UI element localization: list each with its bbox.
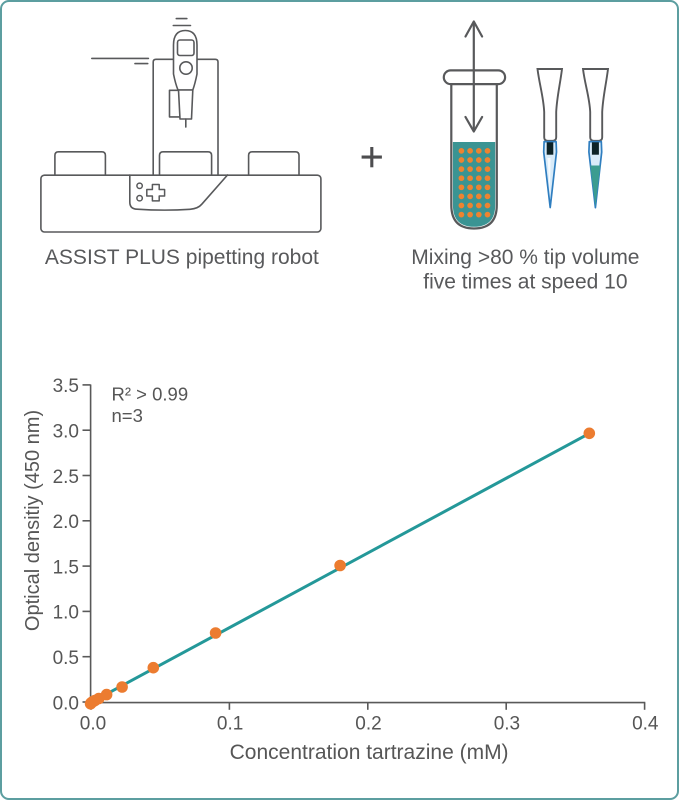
- svg-text:R² > 0.99: R² > 0.99: [112, 383, 189, 404]
- svg-text:Mixing >80 % tip volume: Mixing >80 % tip volume: [411, 246, 639, 269]
- svg-text:2.5: 2.5: [53, 467, 79, 488]
- svg-text:3.0: 3.0: [53, 422, 79, 443]
- svg-text:1.5: 1.5: [53, 557, 79, 578]
- svg-text:2.0: 2.0: [53, 512, 79, 533]
- svg-text:five times at speed 10: five times at speed 10: [423, 270, 627, 293]
- svg-text:0.1: 0.1: [217, 714, 243, 735]
- svg-text:0.2: 0.2: [355, 714, 381, 735]
- svg-text:ASSIST PLUS pipetting robot: ASSIST PLUS pipetting robot: [45, 246, 319, 269]
- svg-text:Concentration tartrazine (mM): Concentration tartrazine (mM): [230, 741, 509, 764]
- svg-text:0.0: 0.0: [80, 714, 106, 735]
- svg-text:0.4: 0.4: [632, 714, 659, 735]
- svg-text:n=3: n=3: [112, 405, 143, 426]
- svg-text:0.5: 0.5: [53, 648, 79, 669]
- svg-text:Optical densitiy (450 nm): Optical densitiy (450 nm): [22, 410, 44, 631]
- svg-text:1.0: 1.0: [53, 603, 79, 624]
- svg-text:3.5: 3.5: [53, 376, 79, 397]
- svg-text:0.0: 0.0: [53, 693, 79, 714]
- svg-text:0.3: 0.3: [494, 714, 520, 735]
